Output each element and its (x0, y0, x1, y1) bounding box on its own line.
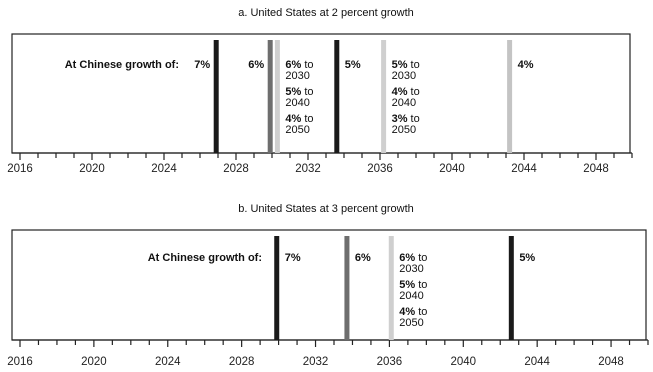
marker-rate-suffix: to (415, 279, 427, 291)
marker-rate: 4% (399, 306, 415, 318)
threshold-marker (508, 236, 514, 340)
marker-label-year: 2040 (399, 290, 423, 302)
x-tick-label: 2036 (367, 163, 393, 175)
threshold-marker (381, 40, 387, 153)
x-tick-label: 2032 (295, 163, 321, 175)
marker-rate: 5% (285, 86, 301, 98)
marker-label-year: 2030 (392, 70, 416, 82)
marker-rate: 3% (392, 113, 408, 125)
x-tick-label: 2032 (303, 356, 329, 368)
chart-title: a. United States at 2 percent growth (238, 7, 414, 19)
marker-rate: 5% (519, 252, 535, 264)
x-tick-label: 2028 (229, 356, 255, 368)
marker-label: 5% to (399, 279, 427, 291)
marker-rate: 7% (194, 59, 210, 71)
threshold-marker (334, 40, 340, 153)
marker-rate-suffix: to (415, 252, 427, 264)
marker-label-year: 2050 (392, 124, 416, 136)
threshold-marker (267, 40, 273, 153)
x-tick-label: 2016 (7, 356, 33, 368)
marker-label: 6% to (285, 59, 313, 71)
marker-rate: 4% (285, 113, 301, 125)
marker-label: 5% to (392, 59, 420, 71)
marker-rate-suffix: to (301, 86, 313, 98)
threshold-marker (388, 236, 394, 340)
marker-rate-suffix: to (301, 113, 313, 125)
marker-rate: 5% (345, 59, 361, 71)
x-tick-label: 2024 (155, 356, 181, 368)
threshold-marker (274, 40, 280, 153)
x-tick-label: 2040 (450, 356, 476, 368)
plot-frame (11, 33, 631, 154)
x-tick-label: 2044 (524, 356, 550, 368)
chart-title: b. United States at 3 percent growth (238, 203, 414, 215)
threshold-marker (344, 236, 350, 340)
marker-label: 4% (518, 59, 534, 71)
x-tick-label: 2040 (439, 163, 465, 175)
marker-rate: 4% (392, 86, 408, 98)
row-label: At Chinese growth of: (148, 252, 262, 264)
marker-label-year: 2040 (285, 97, 309, 109)
marker-rate: 6% (399, 252, 415, 264)
x-tick-label: 2048 (598, 356, 624, 368)
marker-rate: 5% (399, 279, 415, 291)
x-tick-label: 2020 (81, 356, 107, 368)
row-label: At Chinese growth of: (65, 59, 179, 71)
marker-label: 7% (285, 252, 301, 264)
marker-label: 5% (519, 252, 535, 264)
marker-label-year: 2030 (285, 70, 309, 82)
marker-label: 6% (248, 59, 264, 71)
x-tick-label: 2028 (223, 163, 249, 175)
marker-rate-suffix: to (415, 306, 427, 318)
marker-label: 4% to (392, 86, 420, 98)
marker-rate: 6% (285, 59, 301, 71)
threshold-marker (507, 40, 513, 153)
marker-label: 4% to (285, 113, 313, 125)
marker-rate-suffix: to (408, 86, 420, 98)
x-tick-label: 2020 (79, 163, 105, 175)
marker-label-year: 2030 (399, 263, 423, 275)
threshold-marker (213, 40, 219, 153)
marker-label: 3% to (392, 113, 420, 125)
x-tick-label: 2016 (7, 163, 33, 175)
plot-frame (11, 229, 647, 341)
x-tick-label: 2044 (511, 163, 537, 175)
marker-label: 4% to (399, 306, 427, 318)
threshold-marker (274, 236, 280, 340)
x-tick-label: 2036 (377, 356, 403, 368)
marker-rate: 6% (355, 252, 371, 264)
marker-label: 6% (355, 252, 371, 264)
x-tick-label: 2048 (583, 163, 609, 175)
marker-rate-suffix: to (301, 59, 313, 71)
marker-rate: 5% (392, 59, 408, 71)
marker-label: 5% (345, 59, 361, 71)
marker-label: 5% to (285, 86, 313, 98)
marker-label-year: 2040 (392, 97, 416, 109)
marker-rate-suffix: to (408, 59, 420, 71)
marker-label: 6% to (399, 252, 427, 264)
marker-rate: 6% (248, 59, 264, 71)
marker-label: 7% (194, 59, 210, 71)
marker-label-year: 2050 (285, 124, 309, 136)
marker-rate: 4% (518, 59, 534, 71)
marker-label-year: 2050 (399, 317, 423, 329)
marker-rate: 7% (285, 252, 301, 264)
marker-rate-suffix: to (408, 113, 420, 125)
x-tick-label: 2024 (151, 163, 177, 175)
